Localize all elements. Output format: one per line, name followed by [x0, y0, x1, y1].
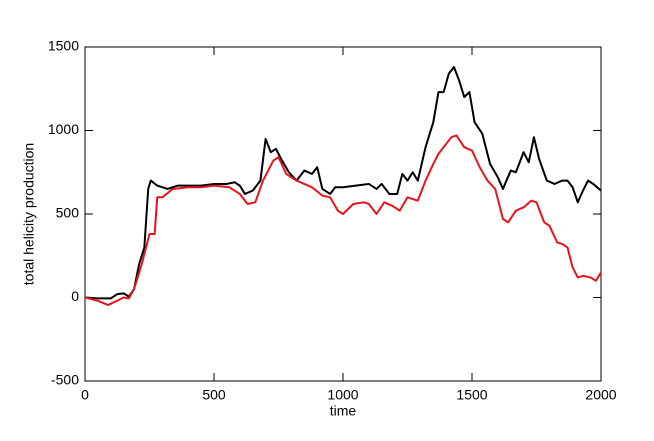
data-line — [84, 134, 602, 307]
x-tick-label: 0 — [81, 387, 89, 403]
x-tick-label: 2000 — [585, 387, 616, 403]
data-line — [84, 66, 602, 300]
y-tick-label: 1500 — [48, 38, 79, 54]
x-tick-label: 1000 — [327, 387, 358, 403]
y-tick-label: 0 — [71, 288, 79, 304]
x-tick-label: 500 — [202, 387, 226, 403]
y-axis-label: total helicity production — [21, 143, 37, 285]
y-tick-label: -500 — [51, 372, 79, 388]
x-tick-label: 1500 — [456, 387, 487, 403]
x-axis-label: time — [330, 403, 357, 419]
y-tick-label: 1000 — [48, 121, 79, 137]
y-tick-label: 500 — [56, 205, 80, 221]
